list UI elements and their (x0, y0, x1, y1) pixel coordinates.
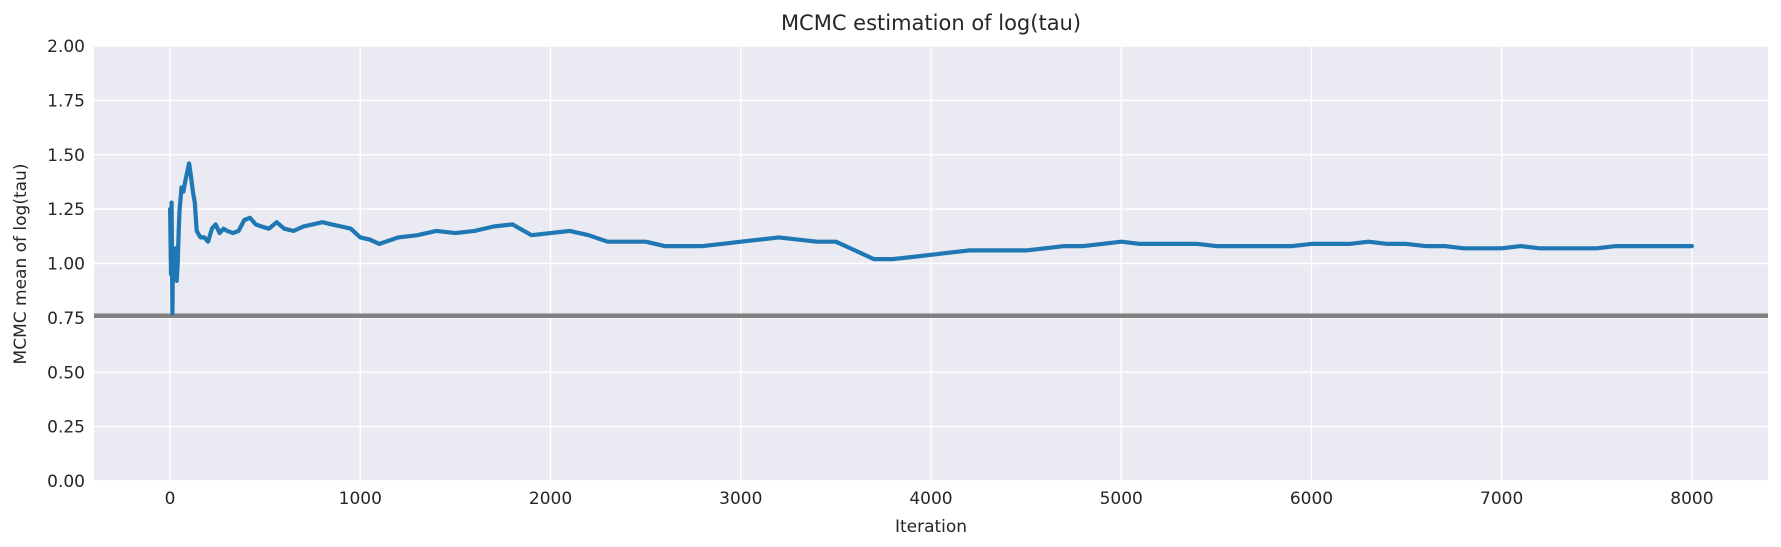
x-tick-label: 5000 (1100, 489, 1143, 509)
series-layer (168, 161, 1695, 316)
y-tick-labels: 0.00 0.25 0.50 0.75 1.00 1.25 1.50 1.75 2.00 (47, 37, 85, 492)
x-tick-label: 3000 (719, 489, 762, 509)
chart-title: MCMC estimation of log(tau) (781, 11, 1081, 35)
y-gridlines (94, 45, 1768, 482)
x-tick-label: 8000 (1670, 489, 1713, 509)
series-line (168, 161, 1695, 316)
x-axis-label: Iteration (895, 517, 967, 537)
x-tick-label: 0 (165, 489, 176, 509)
x-tick-label: 2000 (529, 489, 572, 509)
y-tick-label: 1.75 (47, 91, 85, 111)
y-tick-label: 1.00 (47, 255, 85, 275)
x-tick-label: 6000 (1290, 489, 1333, 509)
y-tick-label: 1.50 (47, 146, 85, 166)
y-axis-label: MCMC mean of log(tau) (11, 164, 31, 365)
x-tick-label: 4000 (909, 489, 952, 509)
x-tick-label: 1000 (339, 489, 382, 509)
y-tick-label: 1.25 (47, 200, 85, 220)
y-tick-label: 0.00 (47, 472, 85, 492)
y-tick-label: 0.25 (47, 418, 85, 438)
y-tick-label: 0.50 (47, 363, 85, 383)
x-tick-labels: 0 1000 2000 3000 4000 5000 6000 7000 8000 (165, 489, 1714, 509)
y-tick-label: 0.75 (47, 309, 85, 329)
x-tick-label: 7000 (1480, 489, 1523, 509)
y-tick-label: 2.00 (47, 37, 85, 57)
